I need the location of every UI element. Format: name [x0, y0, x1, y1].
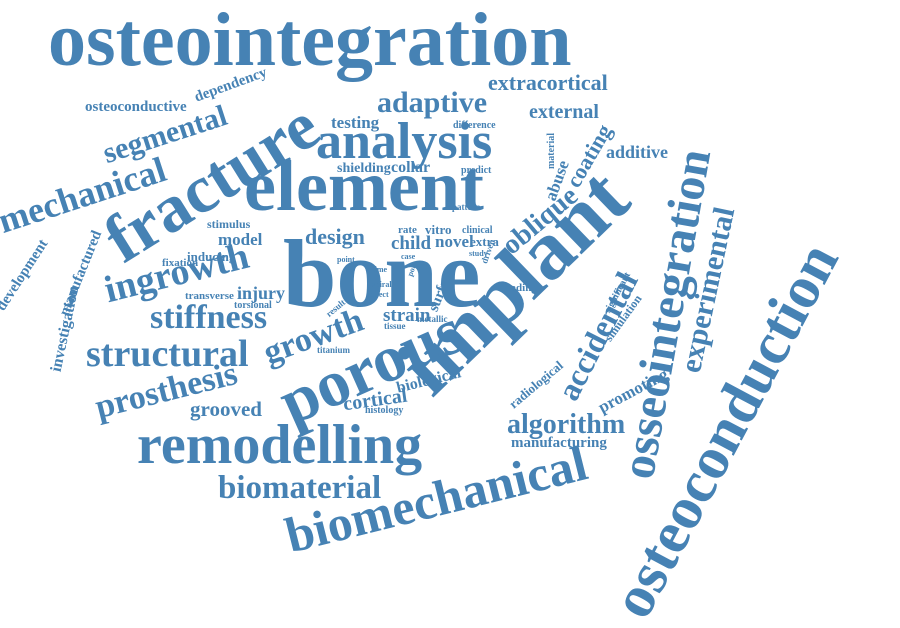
word-algorithm: algorithm — [507, 409, 626, 440]
word-adaptive: adaptive — [377, 86, 488, 119]
word-transverse: transverse — [185, 290, 234, 302]
word-tissue: tissue — [384, 321, 406, 331]
word-collar: collar — [391, 159, 431, 176]
word-effect: effect — [370, 290, 389, 299]
word-pattern: pattern — [452, 202, 481, 212]
word-investigation: investigation — [47, 284, 83, 374]
word-novel: novel — [435, 232, 474, 251]
word-torsional: torsional — [234, 300, 272, 311]
word-point: point — [337, 255, 355, 264]
word-testing: testing — [331, 113, 380, 132]
word-injury: injury — [237, 283, 286, 303]
word-histology: histology — [365, 405, 404, 416]
word-analysis: analysis — [316, 113, 493, 170]
word-structural: structural — [86, 333, 249, 375]
word-loading: loading — [502, 282, 537, 294]
word-study: study — [469, 249, 488, 258]
word-development: development — [0, 236, 52, 314]
word-stiffness: stiffness — [150, 299, 268, 336]
word-remodelling: remodelling — [137, 414, 423, 476]
word-model: model — [218, 230, 263, 249]
word-strain: strain — [383, 305, 431, 326]
word-child: child — [391, 233, 432, 254]
word-rate: rate — [398, 224, 417, 236]
word-biomaterial: biomaterial — [218, 470, 382, 506]
word-grooved: grooved — [190, 397, 262, 421]
word-time: time — [372, 265, 388, 274]
word-metallic: metallic — [417, 314, 448, 324]
word-clinical: clinical — [462, 225, 493, 236]
word-osteointegration: osteointegration — [48, 0, 572, 82]
word-shielding: shielding — [337, 161, 391, 176]
word-extra: extra — [470, 234, 499, 249]
word-element: element — [244, 146, 484, 226]
word-manufacturing: manufacturing — [511, 435, 607, 451]
word-titanium: titanium — [317, 345, 351, 355]
word-external: external — [529, 101, 599, 123]
word-additive: additive — [606, 142, 669, 162]
word-vitro: vitro — [425, 222, 452, 237]
word-spiral: spiral — [372, 280, 392, 289]
word-osteoconductive: osteoconductive — [85, 99, 187, 115]
word-difference: difference — [453, 120, 496, 131]
word-fixation: fixation — [162, 257, 199, 269]
word-stimulus: stimulus — [207, 217, 251, 231]
word-design: design — [305, 224, 365, 249]
word-cloud: osteointegration extracortical dependenc… — [0, 0, 851, 628]
word-predict: predict — [461, 165, 492, 176]
word-extracortical: extracortical — [488, 70, 608, 95]
word-case: case — [401, 252, 416, 261]
word-inducing: inducing — [187, 249, 236, 264]
word-bone: bone — [283, 220, 481, 327]
